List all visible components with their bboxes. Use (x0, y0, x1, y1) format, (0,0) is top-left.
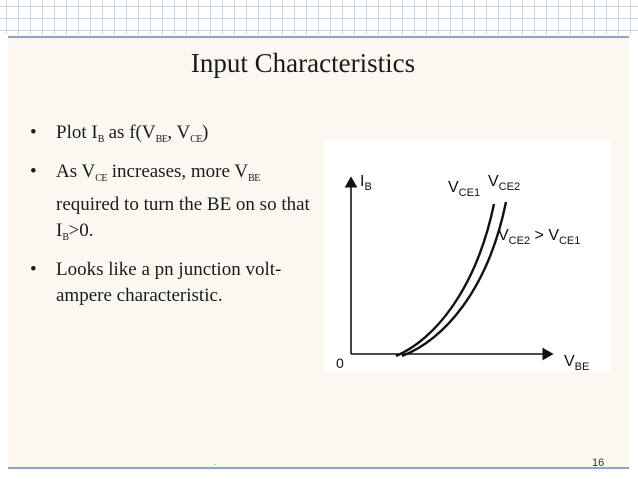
page-number: 16 (592, 457, 605, 469)
curve2-label: VCE2 (488, 173, 520, 193)
subscript: BE (248, 173, 260, 184)
bullet-text: Plot I (56, 122, 98, 143)
input-characteristics-figure: IB VBE 0 VCE1 VCE2 VCE2 > VCE1 (324, 140, 611, 373)
bullet-text: Looks like a pn junction volt-ampere cha… (56, 259, 282, 306)
x-axis-label: VBE (564, 353, 589, 372)
subscript: B (97, 134, 105, 145)
relation-label: VCE2 > VCE1 (498, 227, 580, 247)
bullet-text: >0. (68, 220, 94, 241)
bullet-item: As VCE increases, more VBE required to t… (24, 159, 314, 251)
bullet-text: required to turn the BE on so that I (56, 194, 310, 241)
subscript: BE (155, 134, 168, 145)
bullet-item: Looks like a pn junction volt-ampere cha… (24, 257, 314, 309)
bullet-text: , V (167, 122, 191, 143)
header-grid-band (0, 0, 638, 34)
slide-title: Input Characteristics (190, 48, 416, 78)
bullet-text: As V (56, 161, 96, 182)
bullet-text: as f(V (103, 122, 156, 143)
y-axis-label: IB (360, 173, 372, 193)
subscript: CE (190, 134, 203, 145)
origin-label: 0 (336, 355, 344, 371)
curve1-label: VCE1 (448, 179, 480, 199)
curve-vce2 (401, 201, 508, 358)
bullet-item: Plot IB as f(VBE, VCE) (24, 120, 314, 153)
subscript: B (62, 232, 69, 243)
curve-vce1 (395, 203, 496, 358)
bullet-list: Plot IB as f(VBE, VCE)As VCE increases, … (24, 120, 314, 315)
subscript: CE (95, 173, 108, 184)
bottom-rule (8, 467, 629, 469)
bullet-text: increases, more V (107, 161, 249, 182)
iv-curve-plot: IB VBE 0 VCE1 VCE2 VCE2 > VCE1 (336, 173, 589, 373)
bullet-text: ) (202, 122, 209, 143)
footer-mark: . (214, 458, 217, 467)
top-rule (8, 36, 629, 38)
